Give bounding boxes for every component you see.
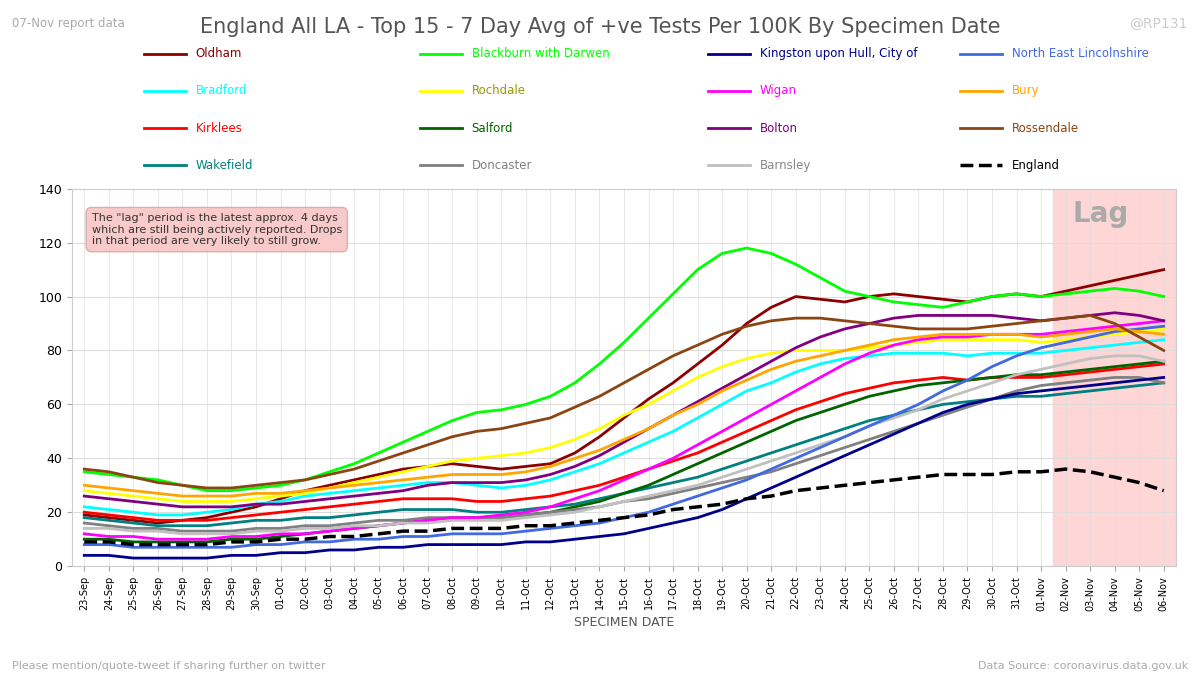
Text: Doncaster: Doncaster bbox=[472, 158, 532, 172]
Text: England All LA - Top 15 - 7 Day Avg of +ve Tests Per 100K By Specimen Date: England All LA - Top 15 - 7 Day Avg of +… bbox=[199, 17, 1001, 37]
Text: England: England bbox=[1012, 158, 1060, 172]
Text: Lag: Lag bbox=[1073, 200, 1129, 228]
Text: Salford: Salford bbox=[472, 121, 514, 135]
Text: Please mention/quote-tweet if sharing further on twitter: Please mention/quote-tweet if sharing fu… bbox=[12, 661, 325, 671]
Text: Barnsley: Barnsley bbox=[760, 158, 811, 172]
Text: Bury: Bury bbox=[1012, 84, 1039, 98]
Text: Blackburn with Darwen: Blackburn with Darwen bbox=[472, 47, 610, 61]
Text: North East Lincolnshire: North East Lincolnshire bbox=[1012, 47, 1148, 61]
Text: @RP131: @RP131 bbox=[1129, 17, 1188, 31]
Text: Wigan: Wigan bbox=[760, 84, 797, 98]
Text: Data Source: coronavirus.data.gov.uk: Data Source: coronavirus.data.gov.uk bbox=[978, 661, 1188, 671]
Text: Kirklees: Kirklees bbox=[196, 121, 242, 135]
Text: Oldham: Oldham bbox=[196, 47, 242, 61]
Text: Rossendale: Rossendale bbox=[1012, 121, 1079, 135]
Text: Bolton: Bolton bbox=[760, 121, 798, 135]
Text: Kingston upon Hull, City of: Kingston upon Hull, City of bbox=[760, 47, 917, 61]
Text: Wakefield: Wakefield bbox=[196, 158, 253, 172]
Text: Rochdale: Rochdale bbox=[472, 84, 526, 98]
X-axis label: SPECIMEN DATE: SPECIMEN DATE bbox=[574, 616, 674, 630]
Text: 07-Nov report data: 07-Nov report data bbox=[12, 17, 125, 30]
Text: The "lag" period is the latest approx. 4 days
which are still being actively rep: The "lag" period is the latest approx. 4… bbox=[91, 213, 342, 246]
Bar bbox=[1054, 189, 1176, 566]
Text: Bradford: Bradford bbox=[196, 84, 247, 98]
